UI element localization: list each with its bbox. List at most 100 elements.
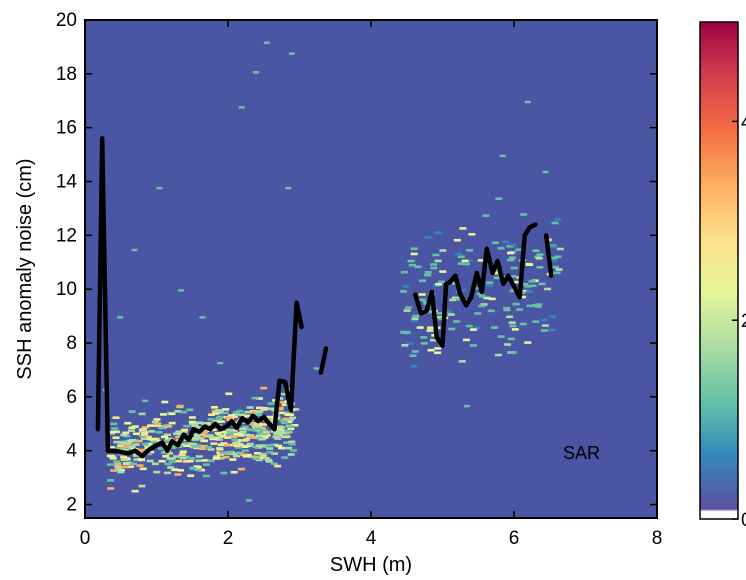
density-cell [408,263,416,267]
colorbar-tick-label: 2 [741,311,746,332]
density-cell [148,430,156,433]
x-tick-label: 6 [509,528,520,549]
density-cell [236,443,244,446]
density-cell [469,328,477,331]
density-cell [165,425,173,428]
density-cell [430,266,438,270]
density-cell [287,425,295,428]
density-cell [186,459,194,463]
density-cell [418,298,426,302]
density-cell [163,471,171,475]
density-cell [276,430,284,433]
density-cell [400,270,408,274]
density-cell [541,324,549,327]
density-cell [251,396,259,400]
density-cell [177,433,185,436]
density-cell [251,455,259,459]
density-cell [548,328,556,332]
density-cell [411,317,419,321]
density-cell [138,484,146,488]
density-cell [130,462,138,466]
density-cell [525,262,533,266]
density-cell [497,246,505,250]
density-cell [230,470,238,474]
density-cell [288,442,296,446]
density-cell [430,263,438,266]
density-cell [128,445,136,449]
density-cell [410,319,418,322]
noise-line-segment-3 [413,222,538,348]
density-cell [239,430,247,434]
density-cell [284,411,292,414]
density-cell [542,170,549,174]
density-cell [400,290,408,293]
density-cell [219,451,227,455]
density-cell [139,434,146,438]
density-cell [146,459,154,463]
density-cell [247,434,255,437]
density-cell [540,318,548,322]
density-cell [486,284,493,287]
density-cell [155,431,163,434]
density-cell [282,433,290,437]
density-cell [462,338,470,342]
density-cell [463,404,470,408]
density-cell [424,273,432,277]
density-cell [254,422,262,425]
density-cell [177,469,185,472]
density-cell [411,350,419,353]
density-cell [224,436,232,439]
density-cell [532,320,540,323]
density-cell [183,424,191,428]
density-cell [212,457,220,460]
density-cell [199,433,207,436]
density-cell [510,266,518,270]
density-cell [521,289,529,293]
density-cell [164,433,171,437]
density-cell [551,221,559,225]
density-cell [179,450,187,454]
density-cell [283,441,290,444]
density-cell [207,448,215,451]
density-cell [407,259,415,263]
density-cell [114,465,122,468]
density-cell [278,400,286,404]
density-cell [201,422,209,425]
density-cell [313,367,320,370]
density-cell [420,342,428,345]
density-cell [551,265,559,269]
density-cell [193,433,201,436]
density-cell [189,422,196,425]
density-cell [217,443,225,446]
density-cell [233,444,241,448]
density-cell [519,295,527,299]
density-cell [216,415,224,419]
density-cell [427,326,435,330]
density-cell [234,446,242,449]
density-cell [284,413,292,416]
density-cell [202,474,210,478]
density-cell [120,433,128,437]
density-cell [216,448,224,451]
density-cell [549,259,557,262]
density-cell [285,446,293,450]
density-cell [186,408,194,412]
density-cell [410,252,418,256]
density-cell [462,262,470,266]
density-cell [478,304,486,308]
density-cell [191,437,199,440]
density-cell [259,444,267,447]
density-cell [418,293,426,296]
density-cell [188,416,196,419]
density-cell [135,439,143,443]
density-cell [233,432,241,436]
noise-line-segment-1 [95,136,304,459]
density-cell [142,399,149,403]
density-cell [466,249,474,252]
density-cell [491,241,499,245]
density-cell [122,445,130,448]
density-cell [157,447,165,450]
density-cell [495,197,503,200]
density-cell [144,435,152,439]
density-cell [133,458,141,461]
